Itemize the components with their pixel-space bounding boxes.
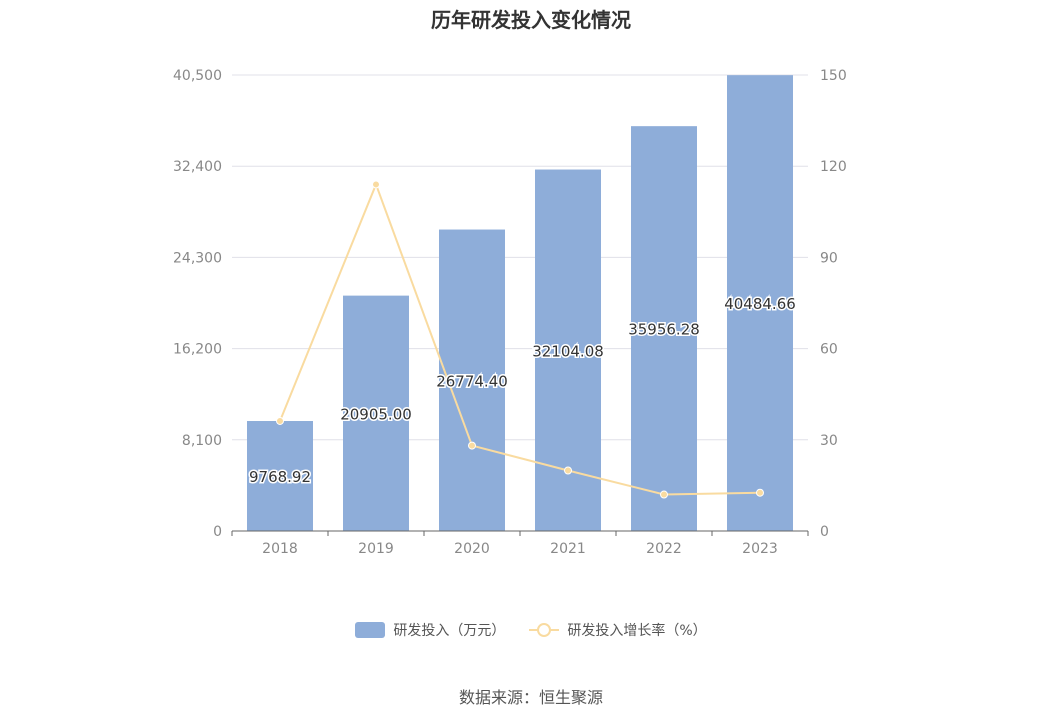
growth-rate-point (660, 490, 668, 499)
y-right-tick-label: 0 (820, 524, 829, 540)
x-tick-label: 2022 (646, 541, 682, 557)
legend-item-line[interactable]: 研发投入增长率（%） (529, 620, 707, 640)
x-tick-label: 2023 (742, 541, 778, 557)
growth-rate-point (468, 441, 476, 450)
data-source: 数据来源：恒生聚源 (458, 688, 603, 707)
y-right-tick-label: 30 (820, 433, 838, 449)
y-right-tick-label: 150 (820, 68, 847, 84)
growth-rate-point (564, 466, 572, 475)
bar-data-label: 35956.28 (628, 321, 700, 339)
growth-rate-point (756, 488, 764, 497)
y-left-tick-label: 32,400 (173, 159, 222, 175)
legend-item-bar[interactable]: 研发投入（万元） (355, 620, 505, 640)
chart-title: 历年研发投入变化情况 (431, 8, 631, 32)
line-series (276, 180, 764, 499)
bar-data-labels: 9768.92 20905.00 26774.40 32104.08 35956.28 4… (247, 294, 797, 488)
x-tick-label: 2020 (454, 541, 490, 557)
bar (631, 126, 697, 531)
y-left-tick-label: 40,500 (173, 68, 222, 84)
x-tick-label: 2021 (550, 541, 586, 557)
bar (343, 295, 409, 531)
legend-label-line: 研发投入增长率（%） (567, 623, 707, 639)
y-left-tick-label: 16,200 (173, 342, 222, 358)
legend-bar-swatch (355, 622, 386, 638)
y-right-tick-label: 120 (820, 159, 847, 175)
y-right-tick-label: 60 (820, 342, 838, 358)
bar-series (247, 75, 793, 531)
bar-data-label: 40484.66 (724, 295, 796, 313)
legend: 研发投入（万元） 研发投入增长率（%） (0, 620, 1062, 640)
bar (727, 75, 793, 531)
bar-data-label: 26774.40 (436, 372, 508, 390)
y-left-tick-label: 8,100 (182, 433, 222, 449)
growth-rate-line (279, 181, 761, 496)
x-tick-label: 2018 (262, 541, 298, 557)
axes: 0 0 8,100 30 16,200 60 24,300 90 32,400 120 40,500… (173, 68, 847, 557)
growth-rate-point (372, 180, 380, 189)
bar-data-label: 32104.08 (532, 342, 604, 360)
y-right-tick-label: 90 (820, 250, 838, 266)
growth-rate-point (276, 416, 284, 425)
y-left-tick-label: 24,300 (173, 250, 222, 266)
y-left-tick-label: 0 (213, 524, 222, 540)
grid-lines (232, 74, 808, 441)
legend-label-bar: 研发投入（万元） (393, 623, 506, 639)
bar (439, 229, 505, 531)
bar-data-label: 9768.92 (249, 468, 311, 486)
x-tick-label: 2019 (358, 541, 394, 557)
bar-data-label: 20905.00 (340, 405, 412, 423)
bar (247, 421, 313, 531)
legend-line-swatch (529, 622, 560, 638)
